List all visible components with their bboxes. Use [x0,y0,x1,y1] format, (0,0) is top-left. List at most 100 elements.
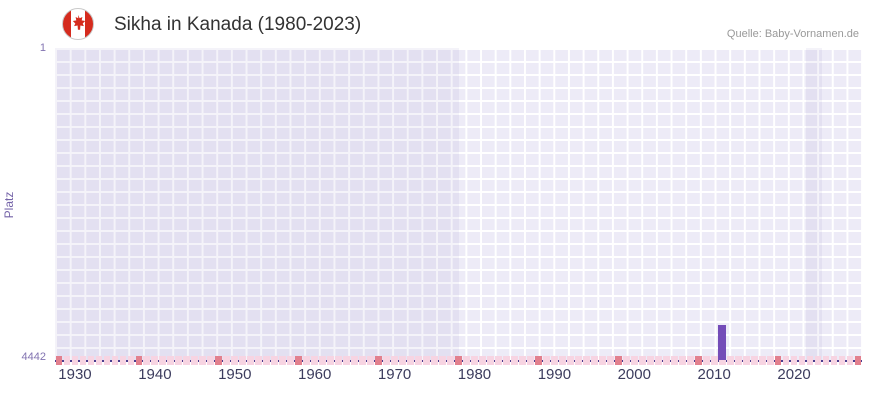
unranked-marker-light [734,356,742,365]
unranked-marker-light [231,356,239,365]
unranked-marker-light [199,356,207,365]
unranked-marker-light [471,356,478,365]
unranked-marker-light [263,356,271,365]
unranked-marker-light [439,356,446,365]
unranked-marker-light [335,356,343,365]
unranked-marker-light [646,356,654,365]
unranked-marker-light [511,356,518,365]
unranked-marker-light [550,356,558,365]
unranked-marker-light [830,356,838,365]
x-tick-label: 1970 [377,366,412,383]
unranked-marker-dark [295,356,303,365]
unranked-marker-light [431,356,438,365]
unranked-marker-light [175,356,183,365]
unranked-marker-light [399,356,406,365]
unranked-marker-light [798,356,806,365]
unranked-marker-light [103,356,111,365]
unranked-marker-light [63,356,71,365]
unranked-marker-light [95,356,103,365]
unranked-marker-light [311,356,319,365]
unranked-marker-light [838,356,846,365]
unranked-marker-light [542,356,550,365]
unranked-marker-light [566,356,574,365]
unranked-marker-light [271,356,279,365]
x-tick-label: 2000 [617,366,651,383]
unranked-marker-light [638,356,646,365]
unranked-marker-light [151,356,159,365]
unranked-marker-light [343,356,351,365]
unranked-marker-light [111,356,119,365]
unranked-marker-light [606,356,614,365]
x-tick-label: 1980 [457,366,492,383]
unranked-marker-light [726,356,734,365]
unranked-marker-light [207,356,215,365]
unranked-marker-light [423,356,430,365]
unranked-marker-dark [375,356,382,365]
unranked-marker-dark [694,356,702,365]
unranked-marker-light [183,356,191,365]
unranked-marker-light [630,356,638,365]
canada-flag-icon [62,8,94,40]
unranked-marker-dark [614,356,622,365]
unranked-marker-light [495,356,502,365]
unranked-marker-light [247,356,255,365]
unranked-marker-light [718,356,726,365]
unranked-marker-light [447,356,454,365]
source-attribution: Quelle: Baby-Vornamen.de [726,28,859,40]
x-tick-label: 2010 [697,366,731,383]
unranked-marker-light [127,356,135,365]
unranked-marker-light [463,356,470,365]
unranked-marker-light [279,356,287,365]
plot-area [55,48,862,365]
unranked-marker-light [143,356,151,365]
unranked-marker-light [167,356,175,365]
unranked-marker-light [702,356,710,365]
x-tick-label: 2020 [777,366,811,383]
unranked-marker-light [678,356,686,365]
unranked-marker-light [742,356,750,365]
unranked-marker-light [598,356,606,365]
unranked-marker-light [622,356,630,365]
unranked-marker-light [239,356,247,365]
unranked-marker-dark [135,356,143,365]
unranked-marker-light [590,356,598,365]
unranked-marker-light [327,356,335,365]
y-tick-top: 1 [39,42,46,54]
shaded-region [806,48,823,360]
unranked-marker-light [654,356,662,365]
unranked-marker-light [367,356,374,365]
unranked-marker-light [846,356,854,365]
unranked-marker-light [670,356,678,365]
unranked-marker-light [79,356,87,365]
unranked-marker-light [710,356,718,365]
y-axis-label: Platz [2,191,16,219]
unranked-marker-light [407,356,414,365]
x-tick-label: 1960 [297,366,332,383]
unranked-marker-light [479,356,486,365]
unranked-marker-light [527,356,534,365]
page-title: Sikha in Kanada (1980-2023) [114,14,362,35]
unranked-marker-light [519,356,526,365]
unranked-marker-light [391,356,398,365]
unranked-marker-light [191,356,199,365]
unranked-marker-light [686,356,694,365]
unranked-marker-dark [774,356,782,365]
unranked-marker-light [383,356,390,365]
unranked-marker-dark [455,356,462,365]
unranked-marker-light [814,356,822,365]
unranked-marker-light [662,356,670,365]
unranked-marker-light [359,356,366,365]
x-axis-ticks: 1930 1940 1950 1960 1970 1980 1990 2000 2010 2020 [55,366,862,386]
unranked-marker-light [574,356,582,365]
unranked-marker-light [558,356,566,365]
x-tick-label: 1940 [138,366,172,383]
unranked-marker-light [87,356,95,365]
unranked-marker-light [766,356,774,365]
x-tick-label: 1950 [218,366,252,383]
unranked-marker-light [303,356,311,365]
unranked-marker-light [750,356,758,365]
unranked-marker-dark [215,356,223,365]
unranked-marker-light [806,356,814,365]
unranked-marker-light [351,356,358,365]
unranked-marker-light [159,356,167,365]
